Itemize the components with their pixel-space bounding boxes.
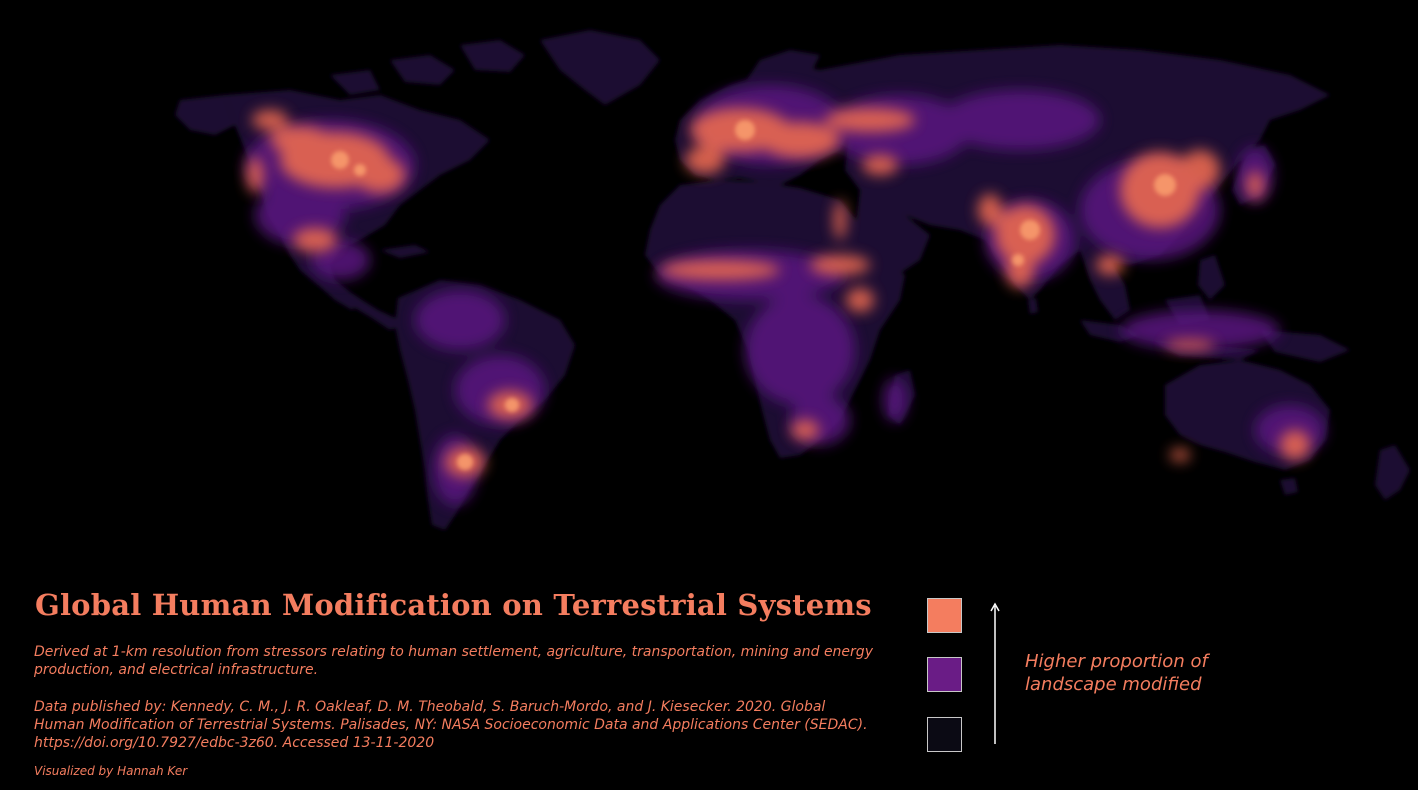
legend-swatch-low <box>927 717 962 752</box>
modification-hotspots <box>331 120 1176 470</box>
data-citation: Data published by: Kennedy, C. M., J. R.… <box>34 699 868 751</box>
legend-swatch-high <box>927 598 962 633</box>
arrow-up-icon <box>990 602 1000 744</box>
legend-label: Higher proportion of landscape modified <box>1025 651 1208 695</box>
world-map <box>175 30 1410 530</box>
map-title: Global Human Modification on Terrestrial… <box>35 588 872 622</box>
greenland <box>540 30 660 105</box>
author-credit: Visualized by Hannah Ker <box>34 764 188 778</box>
legend-swatch-mid <box>927 657 962 692</box>
map-description: Derived at 1-km resolution from stressor… <box>34 644 873 678</box>
